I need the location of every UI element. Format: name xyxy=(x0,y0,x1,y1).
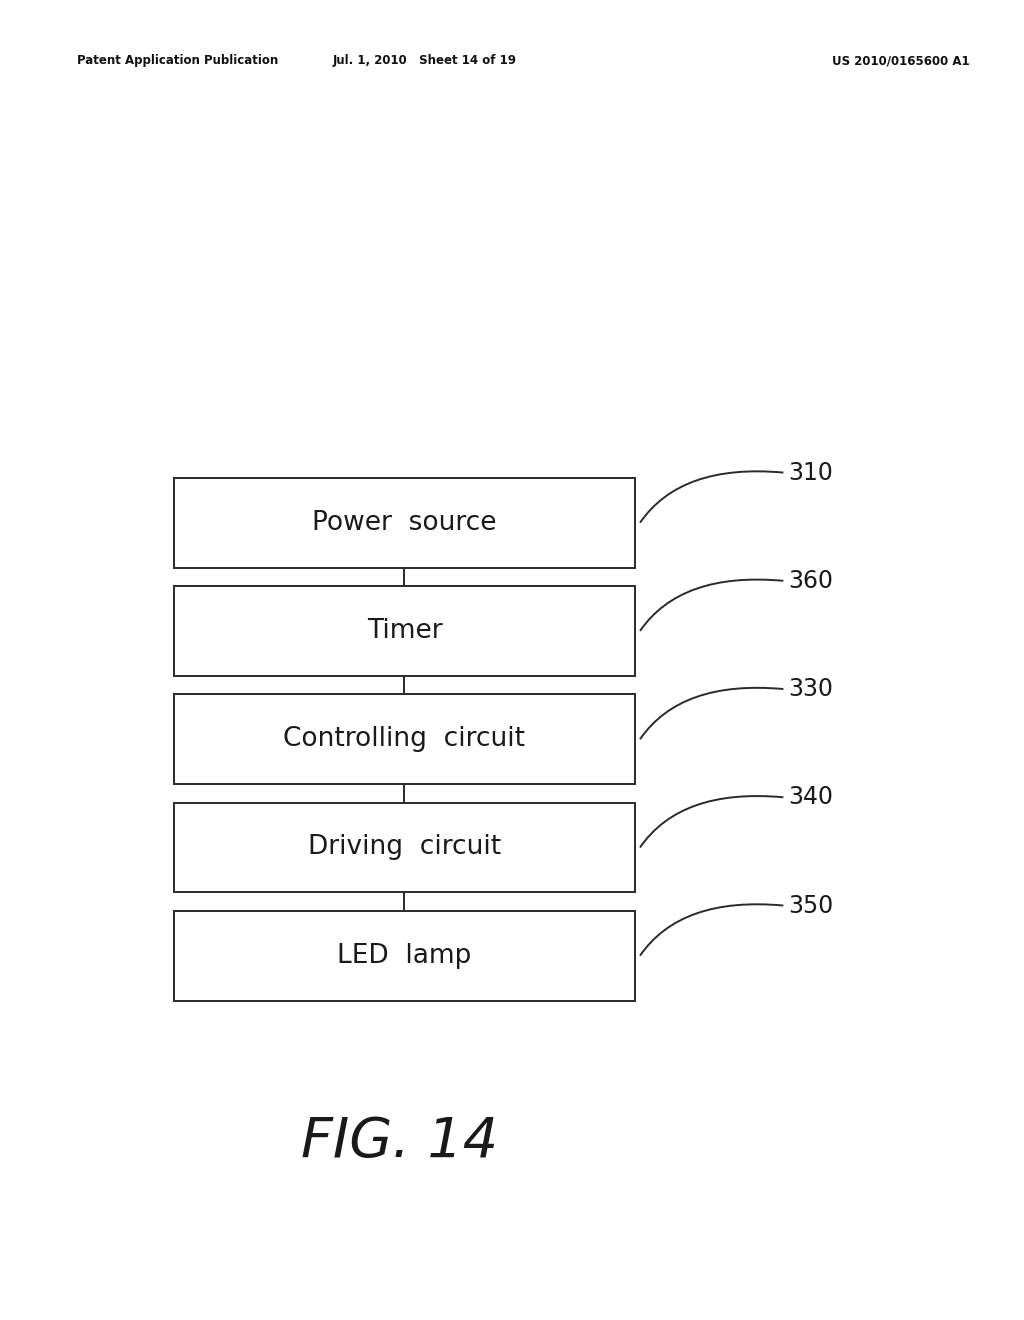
Text: 340: 340 xyxy=(788,785,834,809)
Text: 330: 330 xyxy=(788,677,834,701)
Text: US 2010/0165600 A1: US 2010/0165600 A1 xyxy=(833,54,970,67)
Text: Timer: Timer xyxy=(367,618,442,644)
Text: 350: 350 xyxy=(788,894,834,917)
Text: Driving  circuit: Driving circuit xyxy=(308,834,501,861)
Text: LED  lamp: LED lamp xyxy=(337,942,472,969)
Bar xyxy=(174,694,635,784)
Bar xyxy=(174,911,635,1001)
Text: 360: 360 xyxy=(788,569,834,593)
Text: Jul. 1, 2010   Sheet 14 of 19: Jul. 1, 2010 Sheet 14 of 19 xyxy=(333,54,517,67)
Bar xyxy=(174,478,635,568)
Text: Power  source: Power source xyxy=(312,510,497,536)
Bar xyxy=(174,586,635,676)
Text: FIG. 14: FIG. 14 xyxy=(301,1115,498,1168)
Text: 310: 310 xyxy=(788,461,834,484)
Text: Patent Application Publication: Patent Application Publication xyxy=(77,54,279,67)
Text: Controlling  circuit: Controlling circuit xyxy=(284,726,525,752)
Bar xyxy=(174,803,635,892)
